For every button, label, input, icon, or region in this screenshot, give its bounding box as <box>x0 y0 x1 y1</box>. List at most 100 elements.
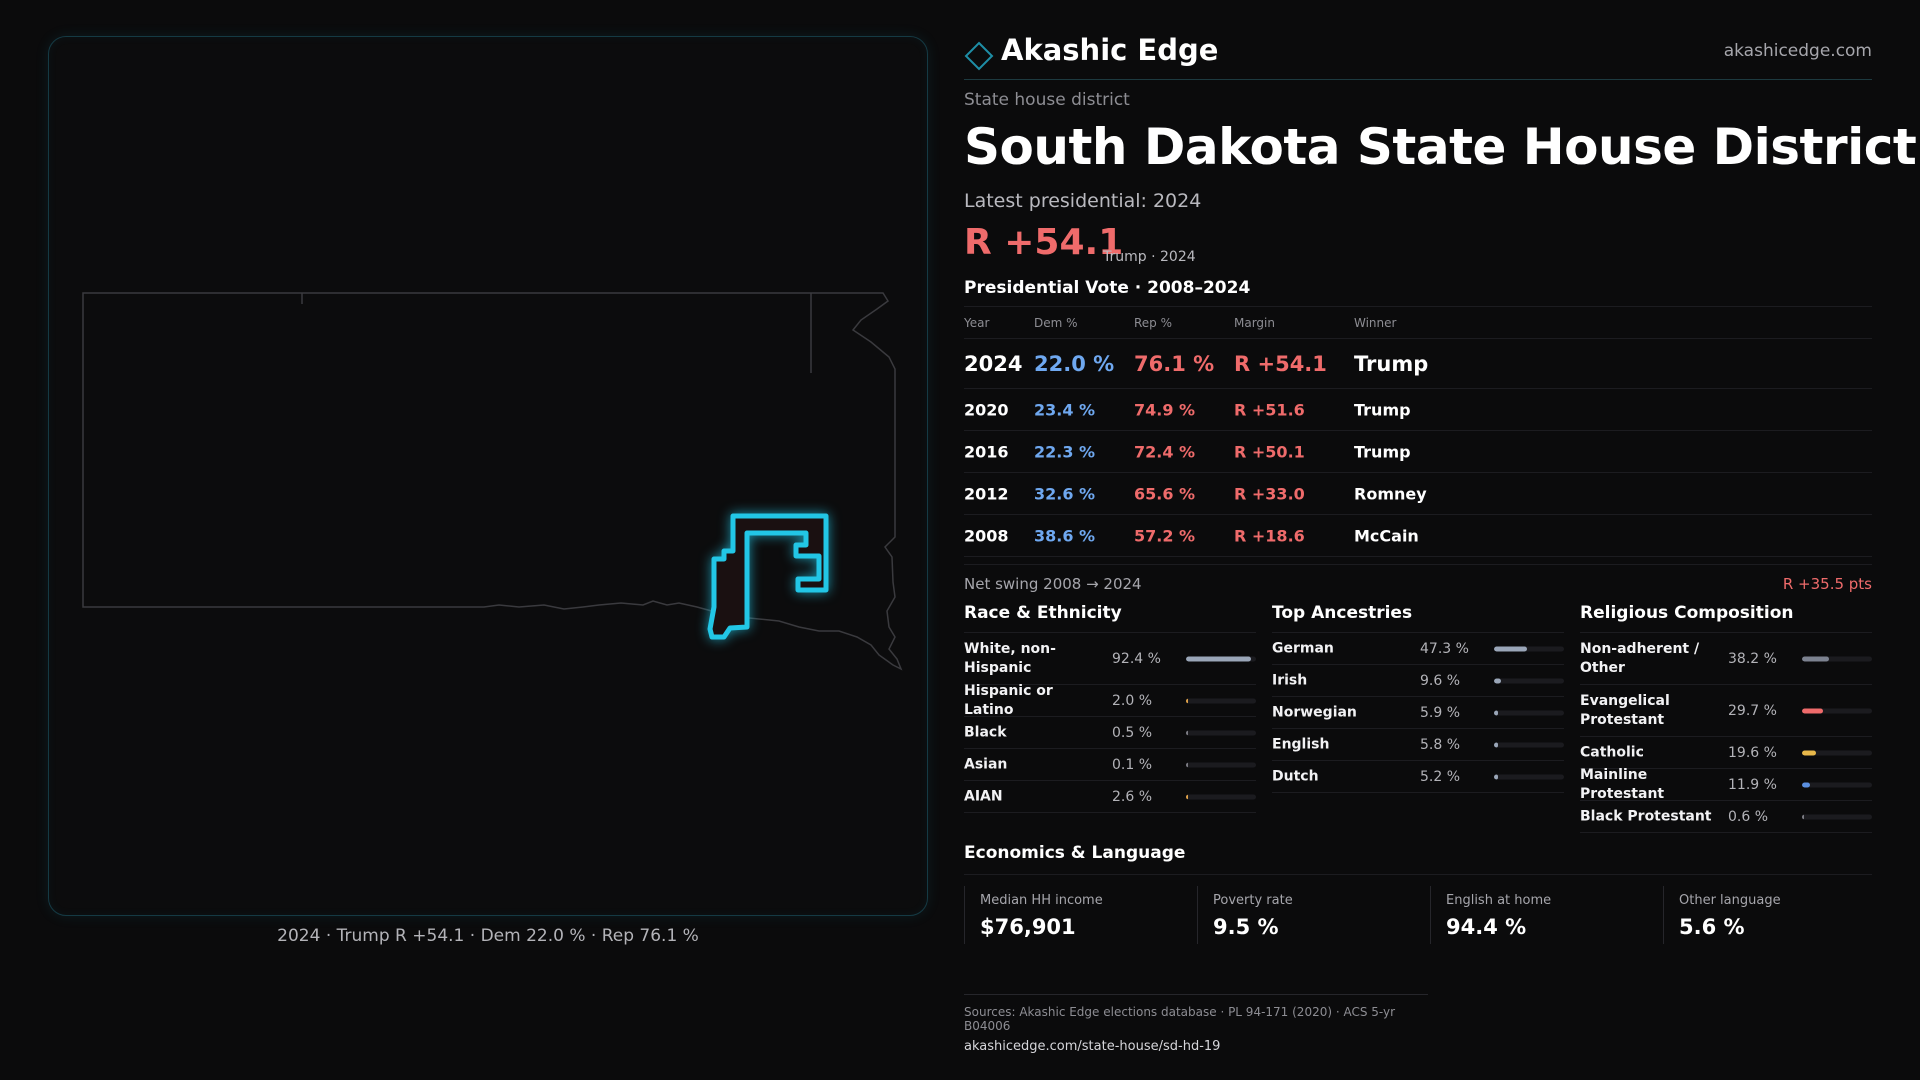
row-value: 0.5 % <box>1112 724 1153 741</box>
list-item: Asian 0.1 % <box>964 749 1256 781</box>
row-value: 9.6 % <box>1420 672 1461 689</box>
row-bar <box>1186 762 1256 767</box>
sources-footer: Sources: Akashic Edge elections database… <box>964 994 1428 1054</box>
row-value: 2.0 % <box>1112 692 1153 709</box>
brand-name: Akashic Edge <box>1001 33 1219 67</box>
bar-fill <box>1494 742 1498 747</box>
headline-margin-note: Trump · 2024 <box>1103 249 1196 265</box>
list-item: Catholic 19.6 % <box>1580 737 1872 769</box>
table-header: Year Dem % Rep % Margin Winner <box>964 307 1872 339</box>
row-bar <box>1186 730 1256 735</box>
row-value: 29.7 % <box>1728 702 1777 719</box>
row-label: White, non-Hispanic <box>964 640 1056 676</box>
bar-fill <box>1494 646 1527 651</box>
race-ethnicity-panel: Race & Ethnicity White, non-Hispanic 92.… <box>964 603 1256 813</box>
brand-url[interactable]: akashicedge.com <box>1723 41 1872 61</box>
row-label: English <box>1272 736 1330 752</box>
stat-label: Median HH income <box>980 893 1103 908</box>
cell-year: 2008 <box>964 526 1009 545</box>
cell-year: 2016 <box>964 442 1009 461</box>
cell-dem: 32.6 % <box>1034 484 1096 503</box>
cell-rep: 72.4 % <box>1134 442 1196 461</box>
list-item: Black 0.5 % <box>964 717 1256 749</box>
row-bar <box>1494 774 1564 779</box>
cell-winner: McCain <box>1354 526 1419 545</box>
row-bar <box>1186 794 1256 799</box>
stat-poverty-rate: Poverty rate 9.5 % <box>1197 886 1430 944</box>
map-caption: 2024 · Trump R +54.1 · Dem 22.0 % · Rep … <box>277 926 699 946</box>
bar-fill <box>1186 730 1188 735</box>
table-row: 2012 32.6 % 65.6 % R +33.0 Romney <box>964 473 1872 515</box>
row-value: 38.2 % <box>1728 650 1777 667</box>
ancestries-panel: Top Ancestries German 47.3 % Irish 9.6 %… <box>1272 603 1564 793</box>
list-item: Black Protestant 0.6 % <box>1580 801 1872 833</box>
stat-label: Other language <box>1679 893 1781 908</box>
district-map[interactable] <box>48 36 928 916</box>
state-outline <box>82 292 903 671</box>
col-winner: Winner <box>1354 315 1397 330</box>
bar-fill <box>1186 794 1188 799</box>
bar-fill <box>1494 710 1498 715</box>
row-value: 5.2 % <box>1420 768 1461 785</box>
list-item: Irish 9.6 % <box>1272 665 1564 697</box>
stat-value: 94.4 % <box>1446 915 1527 939</box>
list-item: Hispanic or Latino 2.0 % <box>964 682 1256 718</box>
list-item: Dutch 5.2 % <box>1272 761 1564 793</box>
row-label: German <box>1272 640 1334 656</box>
ancestry-title: Top Ancestries <box>1272 603 1564 633</box>
row-bar <box>1802 814 1872 819</box>
cell-dem: 22.3 % <box>1034 442 1096 461</box>
row-label: Irish <box>1272 672 1308 688</box>
cell-rep: 65.6 % <box>1134 484 1196 503</box>
cell-margin: R +54.1 <box>1234 351 1327 376</box>
row-bar <box>1802 708 1872 713</box>
headline-margin: R +54.1 <box>964 222 1124 263</box>
list-item: AIAN 2.6 % <box>964 781 1256 813</box>
row-bar <box>1494 678 1564 683</box>
race-title: Race & Ethnicity <box>964 603 1256 633</box>
district-type: State house district <box>964 90 1130 110</box>
cell-winner: Trump <box>1354 351 1429 376</box>
district-shape[interactable] <box>707 513 829 640</box>
row-label: Black <box>964 724 1007 740</box>
source-url[interactable]: akashicedge.com/state-house/sd-hd-19 <box>964 1039 1221 1054</box>
cell-year: 2024 <box>964 351 1023 376</box>
stat-value: 5.6 % <box>1679 915 1745 939</box>
list-item: German 47.3 % <box>1272 633 1564 665</box>
bar-fill <box>1802 708 1823 713</box>
bar-fill <box>1802 782 1810 787</box>
table-row: 2020 23.4 % 74.9 % R +51.6 Trump <box>964 389 1872 431</box>
cell-dem: 22.0 % <box>1034 351 1115 376</box>
cell-winner: Romney <box>1354 484 1427 503</box>
stat-value: 9.5 % <box>1213 915 1279 939</box>
row-bar <box>1186 698 1256 703</box>
list-item: Evangelical Protestant 29.7 % <box>1580 685 1872 737</box>
row-value: 11.9 % <box>1728 776 1777 793</box>
row-label: Black Protestant <box>1580 808 1712 824</box>
col-rep: Rep % <box>1134 315 1173 330</box>
row-value: 5.9 % <box>1420 704 1461 721</box>
cell-year: 2020 <box>964 400 1009 419</box>
brand-header: Akashic Edge akashicedge.com <box>964 30 1872 80</box>
row-label: Norwegian <box>1272 704 1357 720</box>
net-swing: Net swing 2008 → 2024 R +35.5 pts <box>964 564 1872 596</box>
religion-title: Religious Composition <box>1580 603 1872 633</box>
cell-margin: R +18.6 <box>1234 526 1305 545</box>
cell-dem: 23.4 % <box>1034 400 1096 419</box>
cell-rep: 74.9 % <box>1134 400 1196 419</box>
row-value: 0.1 % <box>1112 756 1153 773</box>
diamond-outline-icon <box>964 41 994 71</box>
table-row: 2024 22.0 % 76.1 % R +54.1 Trump <box>964 339 1872 389</box>
cell-winner: Trump <box>1354 400 1411 419</box>
row-bar <box>1494 742 1564 747</box>
cell-rep: 76.1 % <box>1134 351 1215 376</box>
swing-value: R +35.5 pts <box>1782 575 1872 593</box>
row-bar <box>1494 646 1564 651</box>
row-bar <box>1802 782 1872 787</box>
sources-text: Sources: Akashic Edge elections database… <box>964 1005 1396 1033</box>
swing-label: Net swing 2008 → 2024 <box>964 575 1142 593</box>
religion-panel: Religious Composition Non-adherent / Oth… <box>1580 603 1872 833</box>
row-bar <box>1494 710 1564 715</box>
row-label: Hispanic or Latino <box>964 682 1053 718</box>
list-item: Norwegian 5.9 % <box>1272 697 1564 729</box>
